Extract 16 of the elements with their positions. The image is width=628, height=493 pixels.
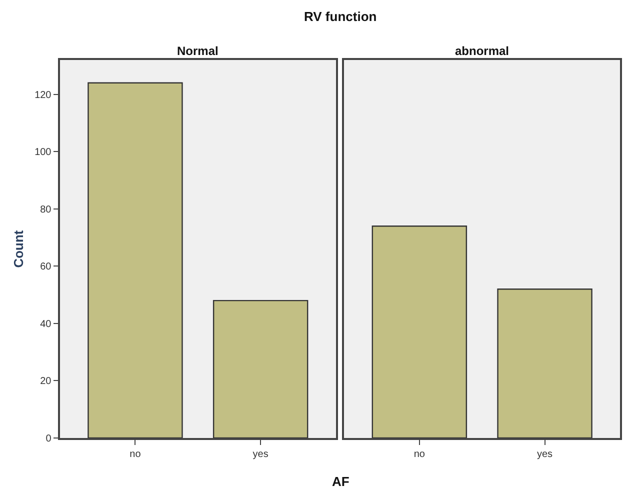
x-tick-label: no: [130, 448, 142, 460]
y-tick-label: 40: [40, 318, 52, 330]
x-tick-label: yes: [252, 448, 268, 460]
y-tick-label: 60: [40, 262, 52, 273]
y-axis-title: Count: [11, 230, 26, 268]
y-tick-label: 120: [34, 90, 52, 101]
y-tick-label: 100: [34, 147, 52, 158]
y-tick-label: 20: [40, 376, 52, 388]
y-tick-label: 80: [40, 204, 52, 216]
chart-title: Normal: [177, 44, 218, 58]
x-tick-label: no: [414, 448, 426, 460]
text: RV function: [304, 9, 377, 24]
y-tick-label: 0: [46, 434, 52, 444]
x-tick-label: yes: [537, 448, 553, 460]
x-axis-title: AF: [332, 474, 350, 489]
chart-title: abnormal: [455, 44, 510, 58]
